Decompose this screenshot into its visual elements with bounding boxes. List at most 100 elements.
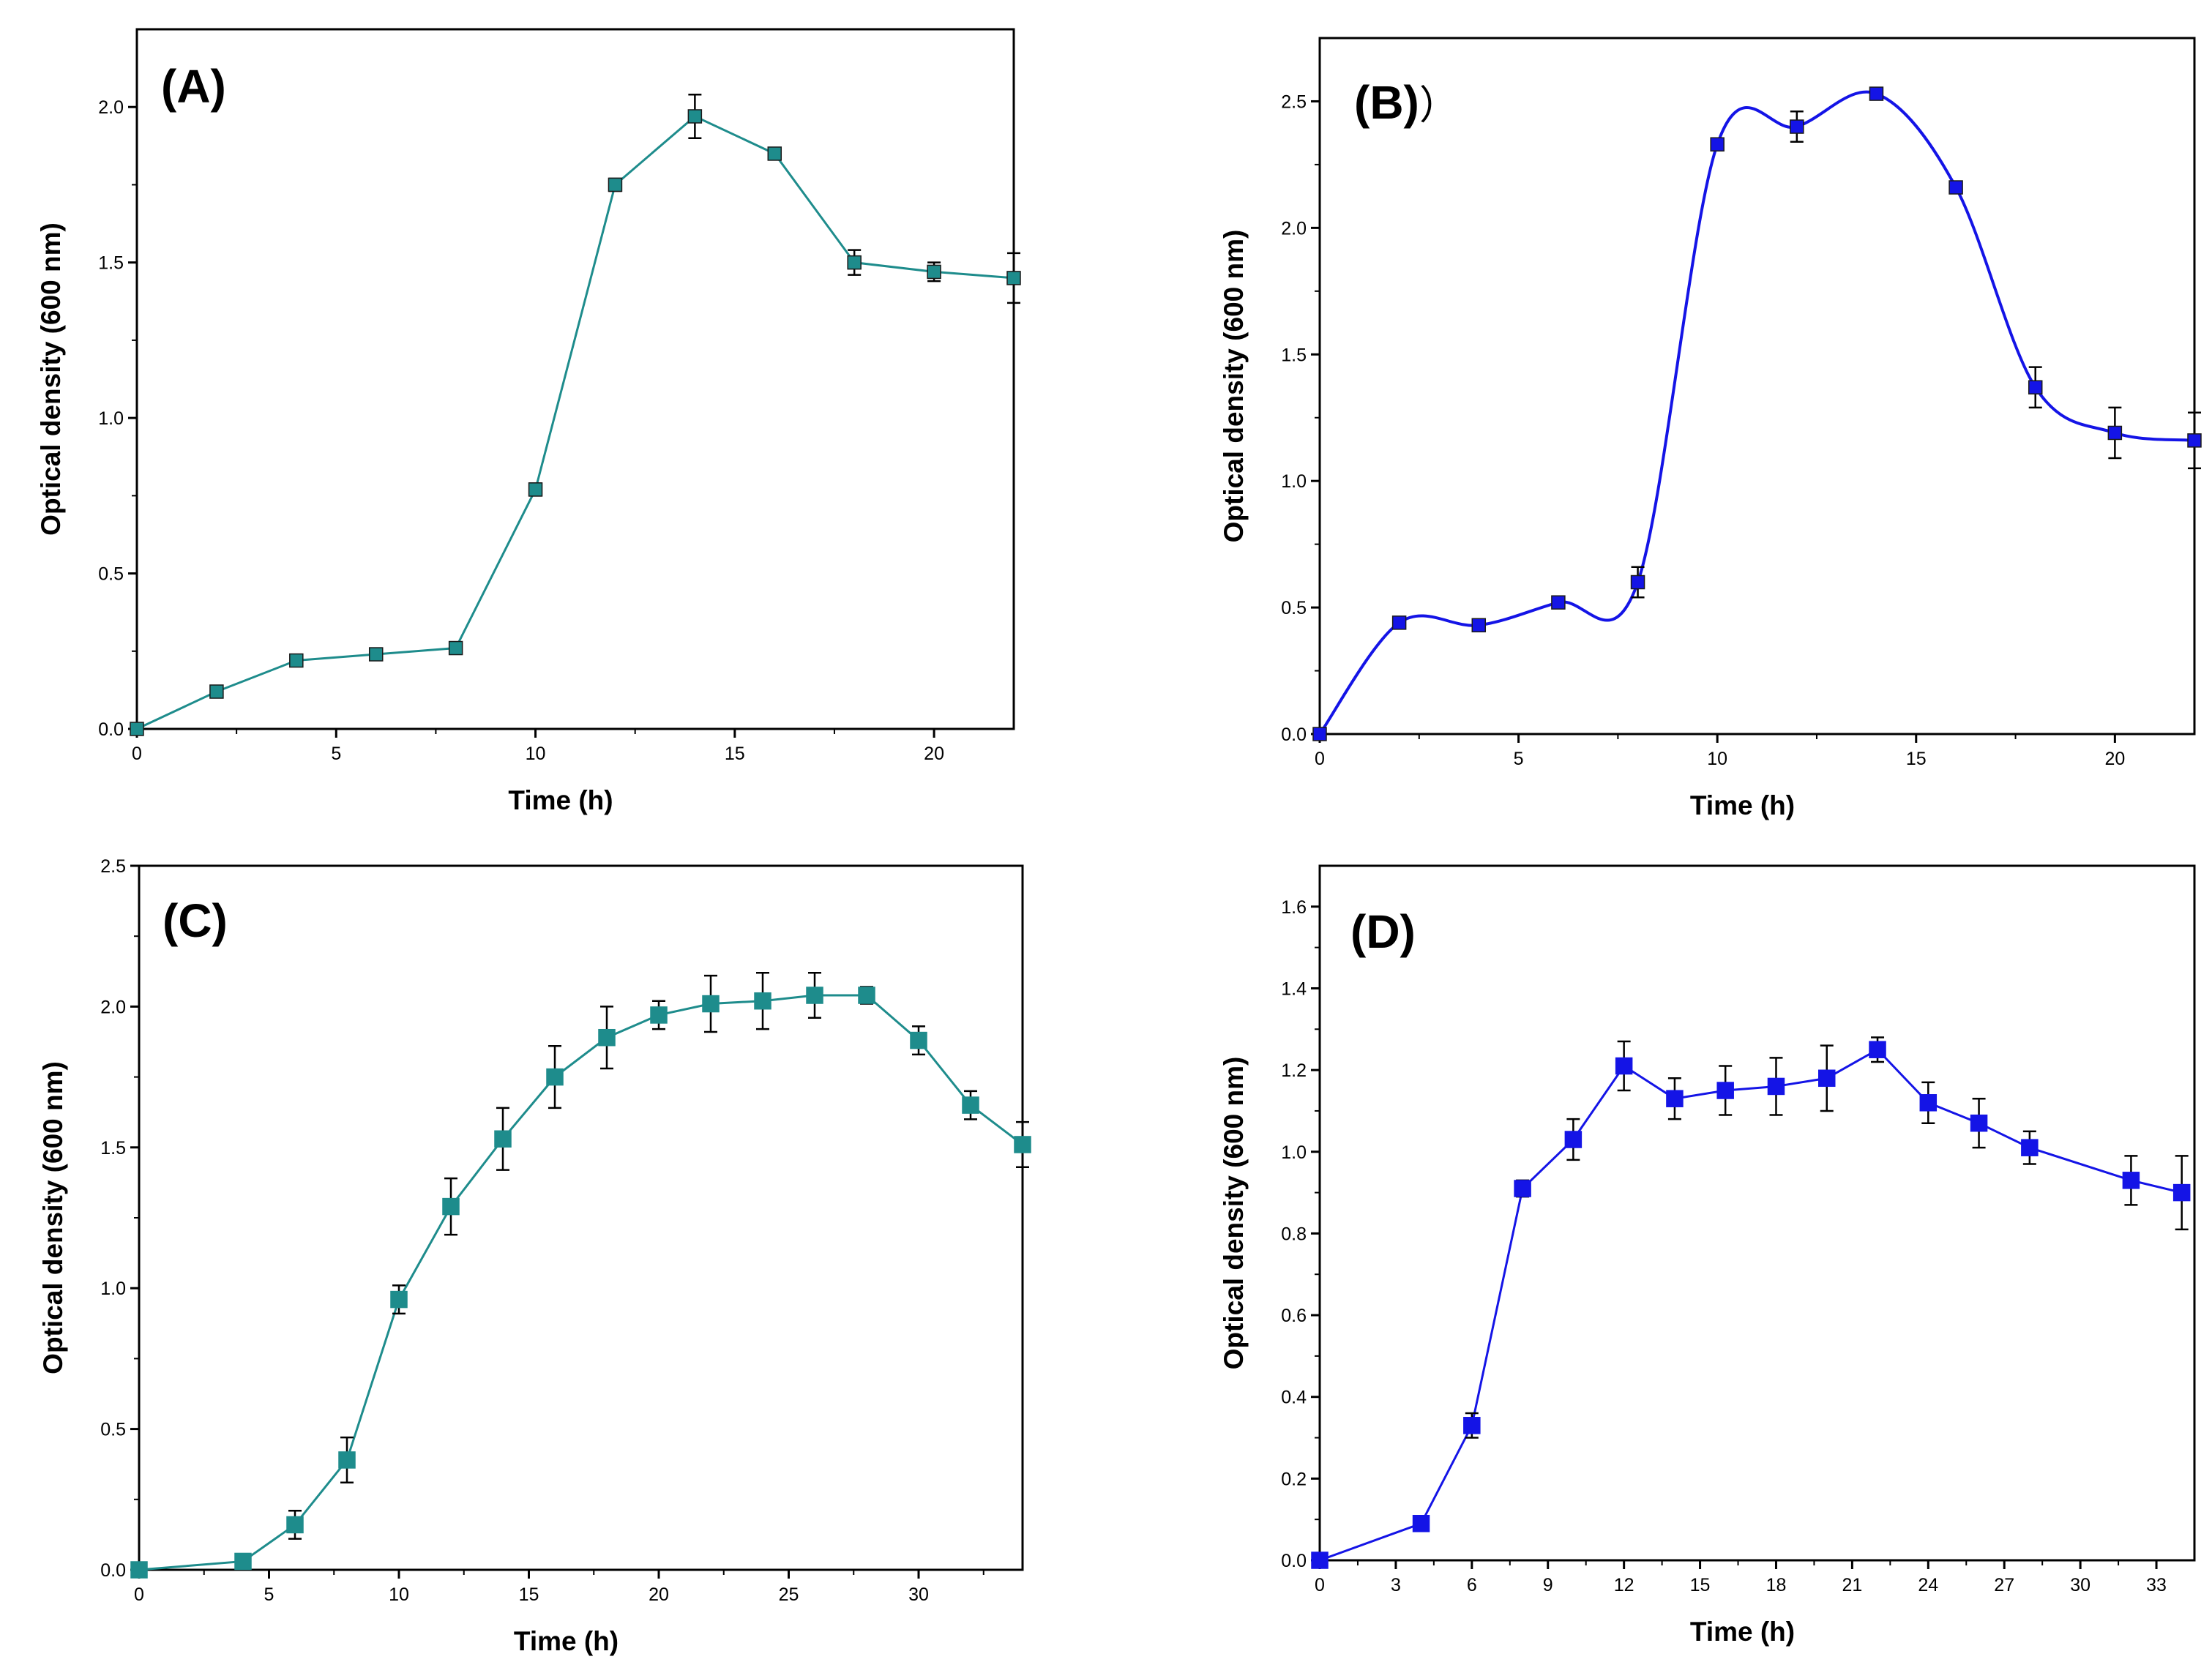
y-tick-label: 1.6 [1281,897,1307,918]
x-tick-label: 0 [1315,1575,1325,1595]
data-point [1312,727,1327,741]
y-tick-label: 0.0 [98,719,124,740]
x-tick-label: 15 [519,1584,539,1605]
data-point [1948,180,1963,195]
x-tick-label: 25 [779,1584,799,1605]
y-tick-label: 1.2 [1281,1060,1307,1081]
data-point [1919,1094,1938,1112]
panel-label: (A) [161,60,226,113]
x-tick-label: 3 [1391,1575,1401,1595]
data-point [2107,425,2123,441]
panel-label: (D) [1350,905,1416,958]
data-point [847,255,862,270]
data-point [1006,271,1021,285]
y-tick-label: 0.8 [1281,1224,1307,1244]
data-point [528,482,543,497]
data-point [338,1451,356,1469]
x-tick-label: 12 [1614,1575,1634,1595]
data-point [1818,1069,1836,1088]
x-axis-title: Time (h) [514,1626,619,1656]
data-point [209,684,224,699]
y-tick-label: 1.5 [1281,345,1307,365]
data-point [754,992,771,1010]
y-tick-label: 0.6 [1281,1306,1307,1326]
y-tick-label: 0.0 [1281,1551,1307,1571]
x-tick-label: 15 [725,744,745,764]
data-point [2122,1172,2140,1189]
data-point [927,264,941,280]
x-axis-title: Time (h) [508,785,613,815]
y-tick-label: 0.4 [1281,1388,1307,1408]
panel-label: (C) [162,894,228,947]
data-point [1716,1082,1734,1099]
data-point [1463,1417,1481,1434]
data-point [1630,574,1645,590]
y-tick-label: 0.5 [98,564,124,585]
data-point [1666,1090,1684,1107]
data-point [608,177,623,192]
y-tick-label: 0.5 [100,1420,126,1440]
x-tick-label: 20 [649,1584,669,1605]
data-point [687,109,703,124]
x-tick-label: 10 [389,1584,409,1605]
x-axis-title: Time (h) [1690,1617,1795,1647]
data-point [2187,433,2202,448]
chart-panel-b: 0 5 10 15 20 0.0 0.5 1.0 1.5 2.0 2.5 Time (h) Optica… [1219,37,2202,820]
y-tick-label: 0.2 [1281,1469,1307,1489]
series-line [1319,1048,2183,1562]
y-tick-label: 1.5 [98,253,124,274]
plot-frame [1318,864,2196,1562]
series-line [136,115,1015,730]
data-point [1412,1515,1430,1532]
x-tick-label: 20 [2104,749,2125,769]
y-tick-label: 0.5 [1281,598,1307,618]
data-point [1970,1114,1988,1132]
chart-panel-c: 0 5 10 15 20 25 30 0.0 0.5 1.0 1.5 2.0 2.5 Time (h) Op… [38,856,1031,1656]
plot-frame [1318,37,2196,736]
panel-label: (B)） [1354,76,1459,129]
plot-frame [135,28,1015,730]
y-tick-label: 2.0 [1281,218,1307,239]
y-tick-label: 1.0 [1281,1142,1307,1163]
data-point [2021,1139,2039,1156]
y-tick-label: 2.0 [98,97,124,118]
data-point [1471,618,1487,633]
data-point [2172,1183,2191,1202]
x-tick-label: 21 [1842,1575,1862,1595]
data-point [767,146,782,161]
data-point [234,1552,252,1571]
data-point [1564,1131,1583,1148]
data-point [1514,1180,1531,1197]
x-tick-label: 27 [1994,1575,2014,1595]
x-tick-label: 5 [1514,749,1524,769]
data-point [1551,595,1566,610]
data-point [1014,1136,1031,1153]
x-tick-label: 15 [1906,749,1927,769]
data-point [289,653,304,668]
data-point [1311,1552,1329,1569]
y-tick-label: 0.0 [1281,725,1307,745]
y-tick-label: 1.0 [98,408,124,429]
x-tick-label: 6 [1467,1575,1477,1595]
data-point [1615,1057,1633,1075]
data-point [962,1096,979,1114]
data-point [494,1130,512,1148]
data-point [1790,119,1804,134]
data-point [368,647,384,662]
x-tick-label: 30 [908,1584,929,1605]
x-tick-label: 0 [134,1584,144,1605]
x-tick-label: 0 [132,744,142,764]
x-tick-label: 18 [1766,1575,1787,1595]
y-tick-label: 2.5 [1281,91,1307,112]
data-point [702,995,720,1013]
y-tick-label: 1.0 [100,1279,126,1299]
x-tick-label: 24 [1918,1575,1938,1595]
y-tick-label: 1.0 [1281,471,1307,492]
chart-panel-a: 0 5 10 15 20 0.0 0.5 1.0 1.5 2.0 Time (h) Optical d… [36,28,1021,815]
y-tick-label: 1.5 [100,1138,126,1159]
chart-panel-d: 0 3 6 9 12 15 18 21 24 27 30 33 0.0 0.2 0.4 0.6 0.8 1.0 1.… [1219,864,2196,1647]
y-axis-title: Optical density (600 nm) [38,1061,68,1374]
data-point [2028,380,2043,394]
